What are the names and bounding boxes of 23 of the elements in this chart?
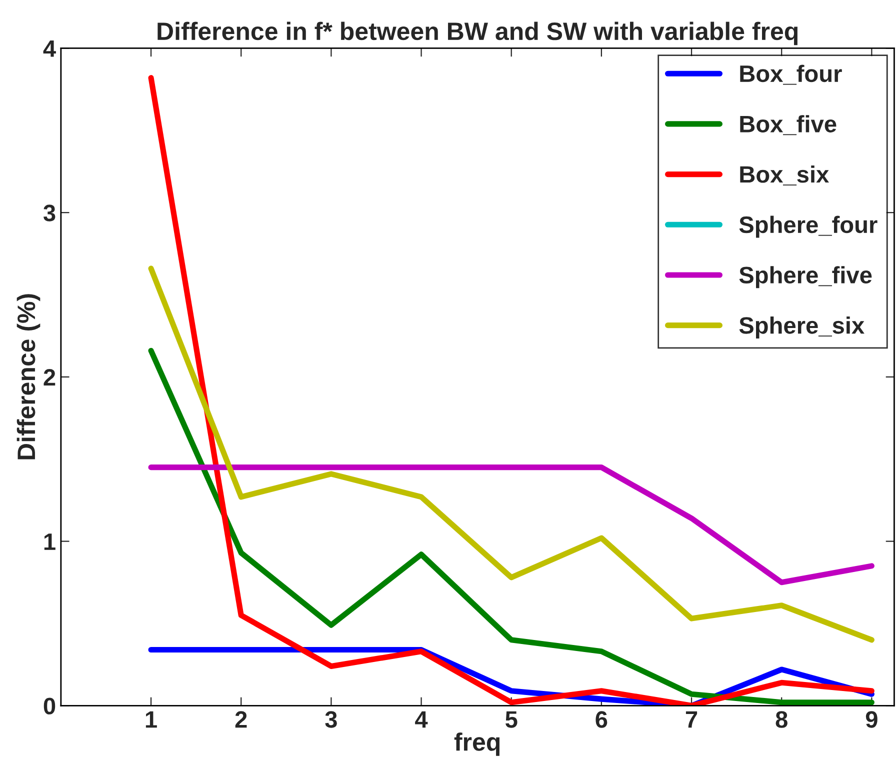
x-tick-label: 2 bbox=[235, 711, 247, 728]
y-tick-label: 1 bbox=[44, 534, 56, 550]
legend-label: Box_four bbox=[740, 64, 842, 85]
legend-label: Sphere_four bbox=[739, 216, 878, 238]
x-tick-label: 6 bbox=[596, 711, 608, 728]
x-tick-label: 7 bbox=[686, 711, 698, 728]
legend-label: Sphere_six bbox=[739, 316, 864, 338]
x-tick-label: 8 bbox=[776, 711, 788, 728]
y-tick-label: 3 bbox=[43, 204, 56, 222]
legend-label: Box_six bbox=[740, 165, 830, 186]
y-axis-title: Difference (%) bbox=[16, 294, 40, 460]
x-tick-label: 5 bbox=[506, 711, 518, 728]
x-tick-label: 4 bbox=[415, 711, 428, 728]
legend-label: Box_five bbox=[740, 115, 836, 136]
x-axis-title: freq bbox=[454, 732, 500, 756]
y-tick-label: 2 bbox=[44, 369, 56, 386]
y-tick-label: 4 bbox=[43, 40, 56, 57]
x-tick-label: 3 bbox=[325, 711, 337, 728]
y-tick-label: 0 bbox=[44, 698, 56, 714]
x-tick-label: 9 bbox=[866, 711, 878, 728]
legend-label: Sphere_five bbox=[739, 266, 872, 288]
chart-title: Difference in f* between BW and SW with variable freq bbox=[158, 22, 798, 46]
x-tick-label: 1 bbox=[146, 711, 157, 728]
